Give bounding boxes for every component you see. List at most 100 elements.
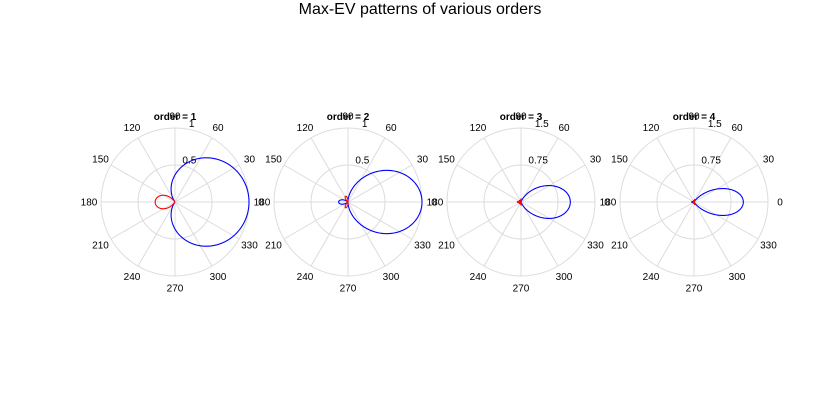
angle-tick-label: 90: [169, 112, 181, 123]
angle-tick-label: 150: [92, 155, 109, 166]
angle-tick-label: 330: [760, 241, 777, 252]
angle-tick-label: 30: [244, 155, 256, 166]
polar-spoke: [347, 164, 413, 203]
angle-tick-label: 240: [297, 272, 314, 283]
radial-tick-label: 1: [189, 119, 195, 130]
angle-tick-label: 0: [604, 198, 610, 209]
figure-title: Max-EV patterns of various orders: [298, 1, 542, 18]
subplot-title: order = 1: [154, 112, 197, 123]
polar-spoke: [347, 137, 386, 203]
polar-spoke: [693, 201, 732, 267]
angle-tick-label: 30: [590, 155, 602, 166]
angle-tick-label: 240: [643, 272, 660, 283]
angle-tick-label: 0: [431, 198, 437, 209]
radial-tick-label: 0.5: [355, 156, 369, 167]
polar-spoke: [456, 164, 522, 203]
angle-tick-label: 0: [258, 198, 264, 209]
polar-spoke: [483, 201, 522, 267]
angle-tick-label: 210: [438, 241, 455, 252]
angle-tick-label: 240: [124, 272, 141, 283]
polar-spoke: [520, 164, 586, 203]
radial-tick-label: 1: [362, 119, 368, 130]
polar-spoke: [693, 137, 732, 203]
angle-tick-label: 300: [210, 272, 227, 283]
angle-tick-label: 60: [385, 123, 397, 134]
angle-tick-label: 270: [340, 284, 357, 295]
radial-tick-label: 1.5: [708, 119, 722, 130]
angle-tick-label: 270: [686, 284, 703, 295]
angle-tick-label: 180: [427, 198, 444, 209]
angle-tick-label: 120: [470, 123, 487, 134]
angle-tick-label: 120: [643, 123, 660, 134]
polar-spoke: [137, 201, 176, 267]
polar-spoke: [174, 201, 240, 240]
negative-lobe-line: [154, 194, 176, 210]
polar-spoke: [520, 137, 559, 203]
radial-tick-label: 0.75: [528, 156, 548, 167]
angle-tick-label: 120: [297, 123, 314, 134]
angle-tick-label: 240: [470, 272, 487, 283]
polar-spoke: [656, 137, 695, 203]
polar-spoke: [310, 201, 349, 267]
angle-tick-label: 330: [414, 241, 431, 252]
polar-spoke: [456, 201, 522, 240]
polar-spoke: [483, 137, 522, 203]
angle-tick-label: 150: [611, 155, 628, 166]
polar-spoke: [520, 201, 586, 240]
polar-spoke: [174, 164, 240, 203]
angle-tick-label: 330: [587, 241, 604, 252]
angle-tick-label: 330: [241, 241, 258, 252]
polar-spoke: [629, 164, 695, 203]
angle-tick-label: 300: [556, 272, 573, 283]
positive-lobe-line: [338, 169, 423, 235]
angle-tick-label: 0: [777, 198, 783, 209]
polar-spoke: [174, 201, 213, 267]
polar-spoke: [656, 201, 695, 267]
angle-tick-label: 30: [417, 155, 429, 166]
angle-tick-label: 180: [254, 198, 271, 209]
polar-spoke: [520, 201, 559, 267]
polar-spoke: [693, 164, 759, 203]
angle-tick-label: 150: [265, 155, 282, 166]
angle-tick-label: 180: [81, 198, 98, 209]
angle-tick-label: 60: [558, 123, 570, 134]
angle-tick-label: 90: [342, 112, 354, 123]
polar-spoke: [283, 201, 349, 240]
angle-tick-label: 300: [383, 272, 400, 283]
polar-spoke: [310, 137, 349, 203]
angle-tick-label: 210: [611, 241, 628, 252]
angle-tick-label: 270: [167, 284, 184, 295]
positive-lobe-line: [519, 185, 571, 219]
negative-lobe-line: [692, 198, 696, 206]
polar-spoke: [693, 201, 759, 240]
angle-tick-label: 60: [212, 123, 224, 134]
angle-tick-label: 60: [731, 123, 743, 134]
angle-tick-label: 90: [515, 112, 527, 123]
angle-tick-label: 210: [265, 241, 282, 252]
polar-spoke: [347, 201, 386, 267]
angle-tick-label: 210: [92, 241, 109, 252]
polar-spoke: [174, 137, 213, 203]
angle-tick-label: 30: [763, 155, 775, 166]
negative-lobe-line: [344, 195, 349, 209]
angle-tick-label: 120: [124, 123, 141, 134]
subplot-title: order = 3: [500, 112, 543, 123]
angle-tick-label: 150: [438, 155, 455, 166]
positive-lobe-line: [170, 157, 250, 247]
polar-spoke: [110, 164, 176, 203]
polar-spoke: [347, 201, 413, 240]
polar-spoke: [137, 137, 176, 203]
negative-lobe-line: [516, 198, 523, 206]
polar-spoke: [110, 201, 176, 240]
angle-tick-label: 270: [513, 284, 530, 295]
radial-tick-label: 1.5: [535, 119, 549, 130]
subplot-title: order = 2: [327, 112, 370, 123]
subplot-title: order = 4: [673, 112, 716, 123]
angle-tick-label: 300: [729, 272, 746, 283]
polar-spoke: [629, 201, 695, 240]
polar-spoke: [283, 164, 349, 203]
angle-tick-label: 90: [688, 112, 700, 123]
angle-tick-label: 180: [600, 198, 617, 209]
